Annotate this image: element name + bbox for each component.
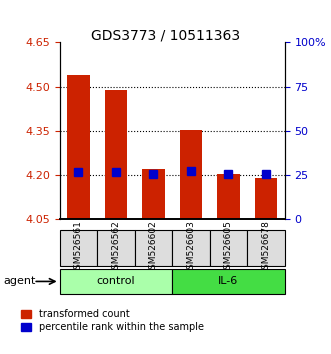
- Legend: transformed count, percentile rank within the sample: transformed count, percentile rank withi…: [22, 309, 204, 332]
- FancyBboxPatch shape: [172, 269, 285, 294]
- Bar: [142, 169, 165, 219]
- FancyBboxPatch shape: [172, 230, 210, 266]
- Text: agent: agent: [3, 276, 36, 286]
- FancyBboxPatch shape: [135, 230, 172, 266]
- Bar: [255, 178, 277, 219]
- Text: GDS3773 / 10511363: GDS3773 / 10511363: [91, 28, 240, 42]
- Text: control: control: [97, 276, 135, 286]
- Bar: [180, 130, 202, 219]
- Bar: [105, 90, 127, 219]
- Text: GSM526602: GSM526602: [149, 221, 158, 275]
- Bar: [67, 75, 90, 219]
- FancyBboxPatch shape: [247, 230, 285, 266]
- Bar: [217, 174, 240, 219]
- FancyBboxPatch shape: [97, 230, 135, 266]
- Text: GSM526561: GSM526561: [74, 220, 83, 275]
- Text: GSM526605: GSM526605: [224, 220, 233, 275]
- FancyBboxPatch shape: [60, 269, 172, 294]
- FancyBboxPatch shape: [210, 230, 247, 266]
- Text: GSM526603: GSM526603: [186, 220, 195, 275]
- Text: GSM526678: GSM526678: [261, 220, 270, 275]
- Text: GSM526562: GSM526562: [111, 221, 120, 275]
- Text: IL-6: IL-6: [218, 276, 239, 286]
- FancyBboxPatch shape: [60, 230, 97, 266]
